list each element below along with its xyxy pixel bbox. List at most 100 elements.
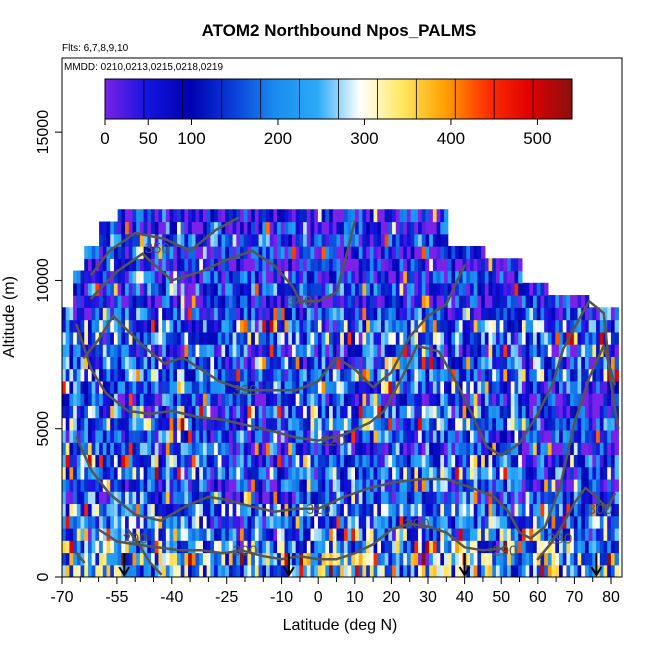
heatmap-cell xyxy=(269,380,275,394)
heatmap-cell xyxy=(429,454,434,468)
heatmap-cell xyxy=(332,466,338,480)
heatmap-cell xyxy=(232,429,237,443)
heatmap-cell xyxy=(444,417,449,431)
heatmap-cell xyxy=(329,393,334,406)
heatmap-cell xyxy=(210,282,215,296)
heatmap-cell xyxy=(392,466,397,480)
heatmap-cell xyxy=(147,295,152,308)
heatmap-cell xyxy=(455,503,460,517)
heatmap-cell xyxy=(62,564,67,577)
heatmap-cell xyxy=(325,258,330,272)
heatmap-cell xyxy=(369,540,375,554)
heatmap-cell xyxy=(340,417,345,431)
flight-track-arrows xyxy=(118,553,603,577)
heatmap-cell xyxy=(236,405,241,419)
heatmap-cell xyxy=(340,503,345,517)
heatmap-cell xyxy=(458,515,464,529)
heatmap-cell xyxy=(262,295,267,308)
heatmap-cell xyxy=(495,466,501,480)
heatmap-cell xyxy=(510,466,516,480)
heatmap-cell xyxy=(87,552,93,566)
heatmap-cell xyxy=(265,454,271,468)
heatmap-cell xyxy=(236,393,241,406)
heatmap-cell xyxy=(599,454,605,468)
heatmap-cell xyxy=(217,356,223,370)
heatmap-cell xyxy=(347,540,352,554)
heatmap-cell xyxy=(362,540,367,554)
heatmap-cell xyxy=(507,405,512,419)
heatmap-cell xyxy=(566,405,571,419)
heatmap-cell xyxy=(306,491,312,505)
heatmap-cell xyxy=(332,356,338,370)
heatmap-cell xyxy=(154,503,160,517)
heatmap-cell xyxy=(358,233,364,247)
heatmap-cell xyxy=(440,417,445,431)
heatmap-cell xyxy=(562,552,568,566)
heatmap-cell xyxy=(455,515,460,529)
heatmap-cell xyxy=(99,319,104,333)
heatmap-cell xyxy=(462,344,467,357)
heatmap-cell xyxy=(217,405,223,419)
heatmap-cell xyxy=(414,466,419,480)
x-tick-label: 20 xyxy=(383,589,401,606)
heatmap-cell xyxy=(180,307,185,321)
heatmap-cell xyxy=(314,527,319,541)
heatmap-cell xyxy=(273,221,278,235)
heatmap-cell xyxy=(125,307,130,321)
heatmap-cell xyxy=(225,527,230,541)
heatmap-cell xyxy=(540,393,545,406)
heatmap-cell xyxy=(251,221,256,235)
heatmap-cell xyxy=(369,209,375,223)
heatmap-cell xyxy=(243,540,249,554)
heatmap-cell xyxy=(581,429,586,443)
heatmap-cell xyxy=(95,564,100,577)
heatmap-cell xyxy=(514,527,519,541)
heatmap-cell xyxy=(136,221,141,235)
heatmap-cell xyxy=(62,552,67,566)
heatmap-cell xyxy=(240,380,245,394)
heatmap-cell xyxy=(614,503,619,517)
heatmap-cell xyxy=(110,319,115,333)
heatmap-cell xyxy=(277,380,282,394)
heatmap-cell xyxy=(110,258,115,272)
heatmap-cell xyxy=(151,478,156,492)
heatmap-cell xyxy=(406,442,412,456)
heatmap-cell xyxy=(99,552,104,566)
heatmap-cell xyxy=(566,527,571,541)
heatmap-cell xyxy=(173,417,178,431)
heatmap-cell xyxy=(254,221,260,235)
contour-label: 300 xyxy=(588,501,613,518)
heatmap-cell xyxy=(251,405,256,419)
heatmap-cell xyxy=(355,564,360,577)
heatmap-cell xyxy=(436,405,441,419)
heatmap-cell xyxy=(388,295,393,308)
heatmap-cell xyxy=(403,527,408,541)
heatmap-cell xyxy=(247,221,252,235)
heatmap-cell xyxy=(121,356,126,370)
heatmap-cell xyxy=(366,233,371,247)
heatmap-cell xyxy=(306,368,312,382)
heatmap-cell xyxy=(566,344,571,357)
heatmap-cell xyxy=(221,503,226,517)
heatmap-cell xyxy=(406,491,412,505)
heatmap-cell xyxy=(403,503,408,517)
heatmap-cell xyxy=(251,478,256,492)
heatmap-cell xyxy=(95,380,100,394)
heatmap-cell xyxy=(384,331,389,345)
heatmap-cell xyxy=(473,246,479,259)
heatmap-cell xyxy=(492,258,497,272)
heatmap-cell xyxy=(395,356,401,370)
heatmap-cell xyxy=(529,307,534,321)
heatmap-cell xyxy=(284,282,289,296)
heatmap-cell xyxy=(469,307,475,321)
heatmap-cell xyxy=(473,478,479,492)
heatmap-cell xyxy=(106,344,111,357)
heatmap-cell xyxy=(503,344,508,357)
heatmap-cell xyxy=(380,429,386,443)
heatmap-cell xyxy=(106,429,111,443)
heatmap-cell xyxy=(406,552,412,566)
heatmap-cell xyxy=(599,491,605,505)
heatmap-cell xyxy=(228,405,234,419)
heatmap-cell xyxy=(176,491,182,505)
heatmap-cell xyxy=(217,552,223,566)
